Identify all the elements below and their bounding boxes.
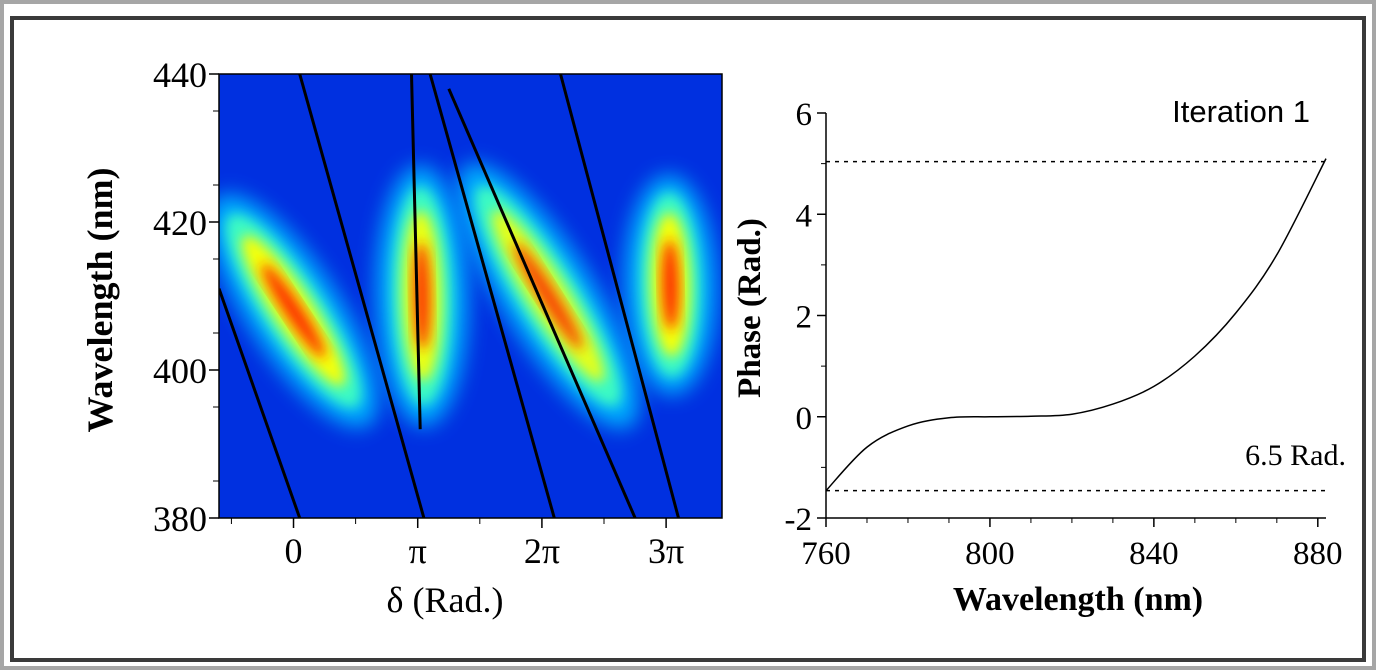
chart-title: Iteration 1 bbox=[1172, 94, 1310, 129]
line-x-axis-label: Wavelength (nm) bbox=[953, 581, 1203, 618]
heatmap-panel: 380 400 420 440 0 π 2π 3π δ (Rad.) Wavelength … bbox=[80, 55, 723, 620]
series-line-phase bbox=[825, 158, 1327, 492]
y-tick-label: 380 bbox=[153, 499, 207, 539]
reference-lines bbox=[826, 160, 1328, 492]
x-tick-label: 800 bbox=[965, 536, 1015, 572]
y-tick-label: 0 bbox=[796, 401, 813, 437]
x-tick-label: 760 bbox=[801, 536, 851, 572]
heatmap-y-axis-label: Wavelength (nm) bbox=[80, 168, 120, 433]
heatmap-y-ticks: 380 400 420 440 bbox=[153, 55, 219, 539]
contour-lines bbox=[219, 74, 680, 518]
y-tick-label: 4 bbox=[796, 198, 813, 234]
line-chart-y-ticks: -2 0 2 4 6 bbox=[785, 97, 826, 538]
x-tick-label: 840 bbox=[1129, 536, 1179, 572]
heatmap-axes-box bbox=[218, 73, 723, 519]
inner-border bbox=[10, 16, 1366, 662]
heatmap-x-ticks: 0 π 2π 3π bbox=[230, 518, 684, 571]
line-y-axis-label: Phase (Rad.) bbox=[732, 218, 768, 398]
y-tick-label: 400 bbox=[153, 351, 207, 391]
line-chart-panel: -2 0 2 4 6 760 800 840 880 Iteration 1 6.5 Rad.… bbox=[732, 94, 1346, 618]
x-tick-label: π bbox=[409, 531, 427, 571]
heatmap-blob bbox=[624, 175, 717, 395]
contour-line bbox=[559, 74, 680, 518]
heatmap-x-axis-label: δ (Rad.) bbox=[387, 580, 504, 620]
contour-line bbox=[298, 74, 426, 518]
contour-line bbox=[410, 74, 422, 430]
contour-line bbox=[219, 288, 302, 518]
heatmap-blob bbox=[219, 194, 378, 428]
x-tick-label: 880 bbox=[1293, 536, 1343, 572]
y-tick-label: 420 bbox=[153, 203, 207, 243]
x-tick-label: 0 bbox=[285, 531, 303, 571]
annotation-label: 6.5 Rad. bbox=[1245, 439, 1346, 472]
contour-line bbox=[428, 74, 556, 518]
y-tick-label: 440 bbox=[153, 55, 207, 95]
contour-line bbox=[447, 88, 637, 518]
line-chart-x-ticks: 760 800 840 880 bbox=[801, 518, 1343, 572]
y-tick-label: -2 bbox=[785, 502, 813, 538]
y-tick-label: 2 bbox=[796, 300, 813, 336]
y-tick-label: 6 bbox=[796, 97, 813, 133]
heatmap-blob bbox=[376, 165, 469, 427]
x-tick-label: 2π bbox=[524, 531, 560, 571]
x-tick-label: 3π bbox=[648, 531, 684, 571]
